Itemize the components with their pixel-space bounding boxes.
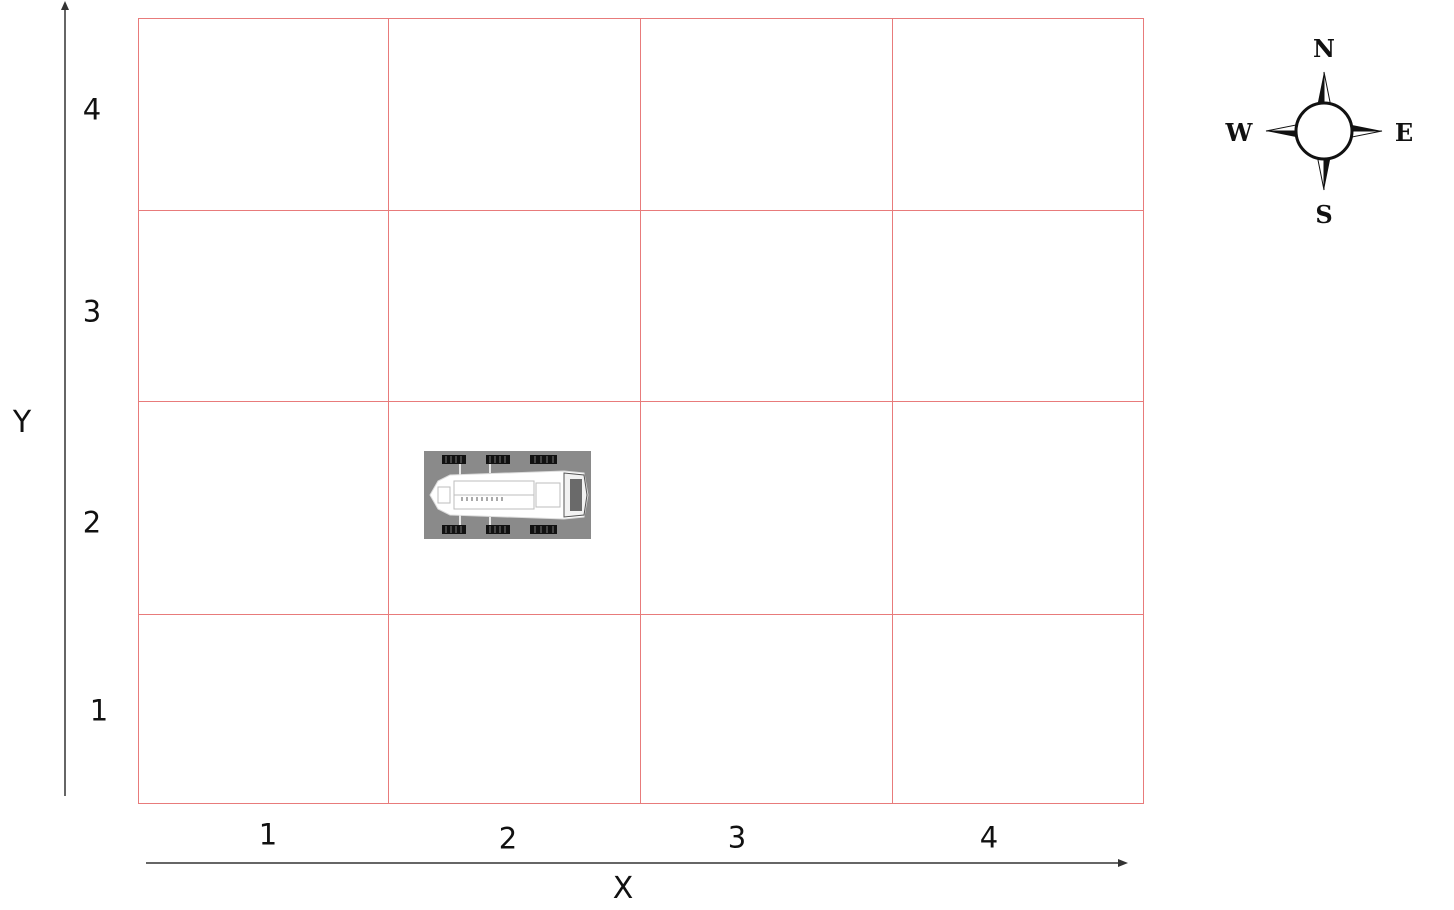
grid-cell[interactable]: [138, 18, 389, 211]
y-tick-label: 3: [82, 294, 102, 329]
grid-cell[interactable]: [138, 614, 389, 804]
y-axis-title: Y: [12, 405, 32, 440]
y-tick-label: 4: [82, 92, 102, 127]
grid-cell[interactable]: [892, 210, 1144, 402]
x-tick-label: 1: [258, 817, 278, 852]
x-tick-label: 4: [979, 820, 999, 855]
y-axis-line: [61, 1, 69, 796]
compass-icon: [1265, 71, 1383, 191]
grid-cell[interactable]: [388, 18, 641, 211]
x-tick-label: 2: [498, 821, 518, 856]
grid-cell[interactable]: [640, 18, 893, 211]
compass-south-label: S: [1315, 200, 1333, 229]
grid-cell[interactable]: [892, 401, 1144, 615]
grid: [138, 18, 1144, 804]
grid-cell[interactable]: [640, 614, 893, 804]
grid-cell[interactable]: [138, 401, 389, 615]
grid-cell[interactable]: [892, 614, 1144, 804]
rover-icon: [424, 451, 591, 539]
grid-cell[interactable]: [892, 18, 1144, 211]
x-axis-title: X: [612, 871, 634, 906]
grid-cell[interactable]: [138, 210, 389, 402]
grid-cell[interactable]: [388, 614, 641, 804]
rover[interactable]: [424, 451, 591, 539]
grid-cell[interactable]: [640, 210, 893, 402]
compass-west-label: W: [1225, 118, 1253, 147]
x-tick-label: 3: [727, 820, 747, 855]
x-axis-line: [146, 859, 1128, 867]
grid-cell[interactable]: [388, 210, 641, 402]
y-tick-label: 1: [89, 693, 109, 728]
grid-cell[interactable]: [640, 401, 893, 615]
y-tick-label: 2: [82, 505, 102, 540]
compass-east-label: E: [1394, 118, 1414, 147]
compass-north-label: N: [1313, 34, 1335, 63]
compass-rose: N S W E: [1222, 30, 1422, 235]
